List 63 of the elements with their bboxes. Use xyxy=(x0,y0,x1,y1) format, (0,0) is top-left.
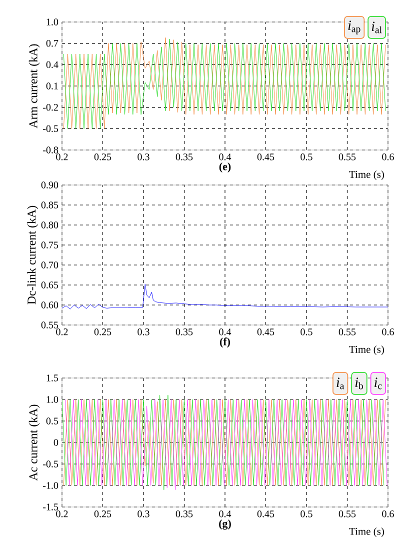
x-tick-label: 0.5 xyxy=(300,328,312,336)
x-tick-label: 0.5 xyxy=(300,154,312,160)
y-tick-label: -0.8 xyxy=(43,146,58,154)
x-tick-label: 0.6 xyxy=(382,510,394,518)
y-tick-label: 1.0 xyxy=(46,396,58,403)
x-axis-title: Time (s) xyxy=(349,346,384,356)
y-tick-label: 0.90 xyxy=(41,182,58,188)
y-tick-label: 0.5 xyxy=(46,418,58,424)
y-tick-label: 0.75 xyxy=(41,242,58,248)
x-tick-label: 0.35 xyxy=(176,154,193,160)
y-tick-label: 0.4 xyxy=(46,61,58,68)
x-tick-label: 0.35 xyxy=(176,510,193,518)
y-tick-label: 0.70 xyxy=(41,262,58,268)
y-tick-label: -0.5 xyxy=(43,460,58,468)
y-tick-label: 0.65 xyxy=(41,282,58,288)
x-tick-label: 0.45 xyxy=(257,510,274,518)
x-tick-label: 0.6 xyxy=(382,154,394,160)
x-tick-label: 0.4 xyxy=(219,328,232,336)
text: (f) xyxy=(220,338,230,348)
y-tick-label: 1.0 xyxy=(46,18,58,26)
y-tick-label: 0 xyxy=(54,439,58,446)
y-tick-label: -0.5 xyxy=(43,125,58,132)
x-axis-title: Time (s) xyxy=(349,170,384,180)
y-tick-label: -1.5 xyxy=(43,504,58,510)
y-tick-label: -0.2 xyxy=(43,104,58,111)
legend-label: i$_{b}$ xyxy=(355,378,364,390)
y-axis-title: Ac current (kA) xyxy=(28,404,40,481)
x-tick-label: 0.45 xyxy=(257,154,274,160)
x-tick-label: 0.2 xyxy=(56,154,68,160)
x-tick-label: 0.3 xyxy=(138,328,150,336)
x-tick-label: 0.2 xyxy=(56,510,68,518)
x-tick-label: 0.35 xyxy=(176,328,193,336)
x-tick-label: 0.3 xyxy=(138,154,150,160)
x-tick-label: 0.55 xyxy=(338,328,356,336)
x-tick-label: 0.25 xyxy=(94,328,112,336)
x-tick-label: 0.3 xyxy=(138,510,150,518)
y-tick-label: -1.0 xyxy=(43,482,58,489)
y-tick-label: 0.7 xyxy=(46,40,58,47)
x-tick-label: 0.55 xyxy=(338,510,356,518)
legend-label: i$_{c}$ xyxy=(374,378,382,390)
x-tick-label: 0.4 xyxy=(219,510,232,518)
legend-label: i$_{ap}$ xyxy=(348,20,360,34)
x-tick-label: 0.25 xyxy=(94,510,112,518)
x-tick-label: 0.45 xyxy=(257,328,274,336)
x-axis-title: Time (s) xyxy=(349,528,384,538)
x-tick-label: 0.6 xyxy=(382,328,394,336)
legend-label: i$_{a}$ xyxy=(336,378,344,390)
y-axis-title: Arm current (kA) xyxy=(28,44,40,128)
y-tick-label: 0.80 xyxy=(41,222,58,228)
text: (e) xyxy=(219,162,231,173)
legend-label: i$_{al}$ xyxy=(372,22,382,34)
y-tick-label: 0.1 xyxy=(46,82,58,90)
text: (g) xyxy=(219,520,231,530)
y-axis-title: Dc-link current (kA) xyxy=(27,206,38,304)
x-tick-label: 0.2 xyxy=(56,328,68,336)
y-tick-label: 0.85 xyxy=(41,202,58,208)
y-tick-label: 1.5 xyxy=(46,374,58,382)
x-tick-label: 0.5 xyxy=(300,510,312,518)
y-tick-label: 0.60 xyxy=(41,302,58,308)
y-tick-label: 0.55 xyxy=(41,322,58,328)
x-tick-label: 0.25 xyxy=(94,154,112,160)
x-tick-label: 0.4 xyxy=(219,154,232,160)
x-tick-label: 0.55 xyxy=(338,154,356,160)
